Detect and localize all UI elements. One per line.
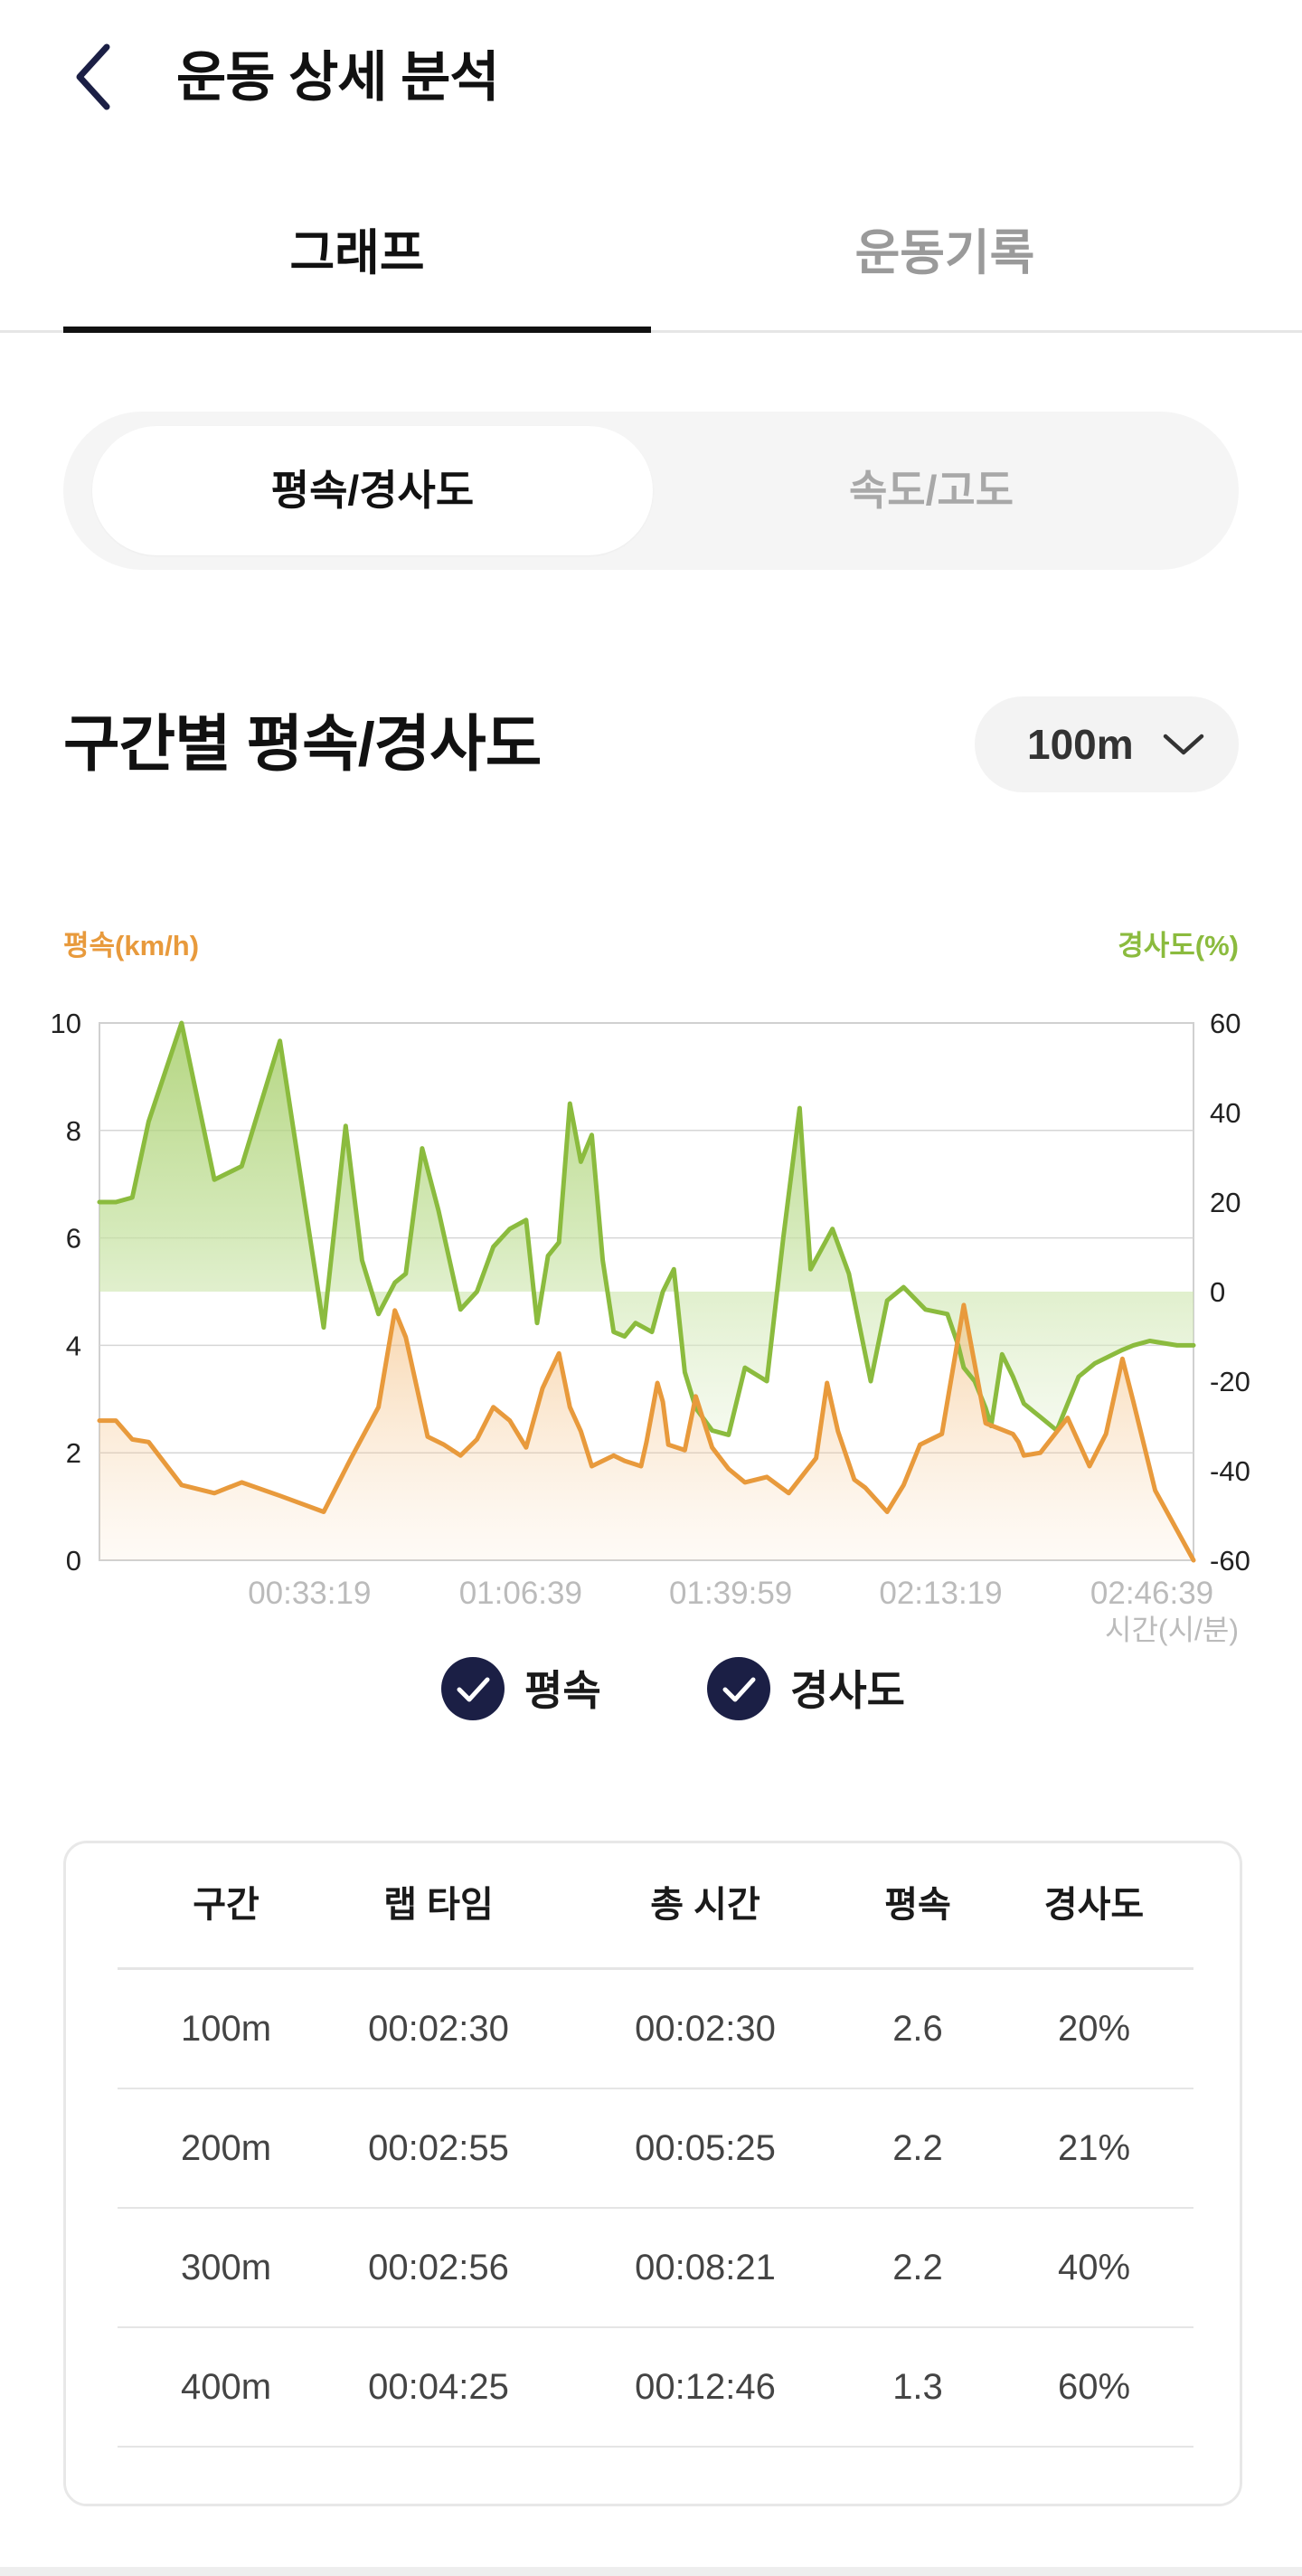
cell-avg-speed: 2.6 <box>892 2009 943 2049</box>
slope-area <box>99 1023 1194 1435</box>
cell-slope: 60% <box>1057 2367 1131 2407</box>
right-tick-label: -60 <box>1210 1545 1250 1577</box>
cell-slope: 21% <box>1057 2128 1131 2168</box>
legend-slope-label: 경사도 <box>790 1667 905 1714</box>
cell-slope: 20% <box>1057 2009 1131 2049</box>
right-tick-label: -20 <box>1210 1366 1250 1397</box>
segment-table: 구간 랩 타임 총 시간 평속 경사도 100m 00:02:30 00:02:… <box>63 1841 1242 2506</box>
chevron-down-icon <box>1163 734 1204 755</box>
section-title: 구간별 평속/경사도 <box>63 710 542 779</box>
slope-line <box>97 1020 1196 1437</box>
cell-segment: 100m <box>180 2009 272 2049</box>
left-axis-label: 평속(km/h) <box>63 930 199 961</box>
column-header-total-time: 총 시간 <box>650 1885 760 1925</box>
column-header-avg-speed: 평속 <box>884 1885 951 1925</box>
cell-slope: 40% <box>1057 2248 1131 2287</box>
cell-lap-time: 00:02:55 <box>368 2128 509 2168</box>
x-tick-label: 02:46:39 <box>1090 1576 1213 1611</box>
chevron-left-icon <box>76 43 110 110</box>
cell-lap-time: 00:04:25 <box>368 2367 509 2407</box>
left-tick-label: 2 <box>66 1437 81 1469</box>
speed-slope-chart: 평속(km/h) 경사도(%) 0246810-60-40-2002040600… <box>51 930 1250 1646</box>
left-tick-label: 8 <box>66 1115 81 1147</box>
right-tick-label: 40 <box>1210 1097 1241 1129</box>
tab-graph[interactable]: 그래프 <box>289 226 425 280</box>
column-header-slope: 경사도 <box>1043 1885 1145 1925</box>
right-tick-label: 60 <box>1210 1008 1241 1039</box>
bottom-divider <box>0 2567 1302 2576</box>
table-row: 100m 00:02:30 00:02:30 2.6 20% <box>118 1970 1194 2089</box>
table-row: 200m 00:02:55 00:05:25 2.2 21% <box>118 2089 1194 2209</box>
scroll-fade <box>66 2449 1240 2504</box>
chart-lines <box>97 1020 1196 1563</box>
cell-lap-time: 00:02:30 <box>368 2009 509 2049</box>
x-tick-label: 01:06:39 <box>459 1576 582 1611</box>
speed-area <box>99 1304 1194 1560</box>
cell-total-time: 00:12:46 <box>635 2367 776 2407</box>
interval-value: 100m <box>1027 721 1134 768</box>
x-tick-label: 00:33:19 <box>248 1576 371 1611</box>
cell-avg-speed: 2.2 <box>892 2248 943 2287</box>
chart-ticks: 0 2 4 6 8 10 -60 -40 -20 0 20 40 60 00:33:19 01:06:39 0… <box>51 1008 1250 1611</box>
left-tick-label: 10 <box>51 1008 81 1039</box>
check-icon <box>441 1657 505 1720</box>
table-row: 300m 00:02:56 00:08:21 2.2 40% <box>118 2209 1194 2328</box>
back-button[interactable] <box>63 36 127 118</box>
right-tick-label: 20 <box>1210 1187 1241 1218</box>
cell-total-time: 00:02:30 <box>635 2009 776 2049</box>
x-tick-label: 02:13:19 <box>879 1576 1002 1611</box>
active-tab-indicator <box>63 327 651 333</box>
tab-records[interactable]: 운동기록 <box>854 226 1035 280</box>
x-axis-label: 시간(시/분) <box>1105 1614 1239 1646</box>
right-tick-label: -40 <box>1210 1455 1250 1487</box>
right-axis-label: 경사도(%) <box>1118 930 1239 961</box>
table-row: 400m 00:04:25 00:12:46 1.3 60% <box>118 2328 1194 2448</box>
cell-total-time: 00:08:21 <box>635 2248 776 2287</box>
table-header: 구간 랩 타임 총 시간 평속 경사도 <box>118 1843 1194 1970</box>
cell-avg-speed: 2.2 <box>892 2128 943 2168</box>
segment-speed-altitude[interactable]: 속도/고도 <box>848 467 1014 514</box>
right-tick-label: 0 <box>1210 1276 1225 1308</box>
page-title: 운동 상세 분석 <box>176 47 500 108</box>
x-tick-label: 01:39:59 <box>669 1576 792 1611</box>
cell-total-time: 00:05:25 <box>635 2128 776 2168</box>
cell-segment: 400m <box>180 2367 272 2407</box>
left-tick-label: 0 <box>66 1545 81 1577</box>
segment-speed-slope[interactable]: 평속/경사도 <box>92 426 653 555</box>
segmented-control: 평속/경사도 속도/고도 <box>63 412 1239 570</box>
speed-area-fill <box>99 1304 1194 1560</box>
slope-area-fill <box>99 1023 1194 1435</box>
left-tick-label: 6 <box>66 1223 81 1255</box>
cell-segment: 300m <box>180 2248 272 2287</box>
legend-speed-label: 평속 <box>524 1667 601 1714</box>
left-tick-label: 4 <box>66 1330 81 1361</box>
check-icon <box>707 1657 770 1720</box>
cell-avg-speed: 1.3 <box>892 2367 943 2407</box>
cell-segment: 200m <box>180 2128 272 2168</box>
cell-lap-time: 00:02:56 <box>368 2248 509 2287</box>
tab-bar: 그래프 운동기록 <box>0 185 1302 333</box>
column-header-lap-time: 랩 타임 <box>383 1885 494 1925</box>
interval-dropdown[interactable]: 100m <box>975 696 1239 792</box>
speed-line <box>97 1302 1196 1563</box>
header: 운동 상세 분석 <box>0 0 1302 154</box>
column-header-segment: 구간 <box>193 1885 259 1925</box>
